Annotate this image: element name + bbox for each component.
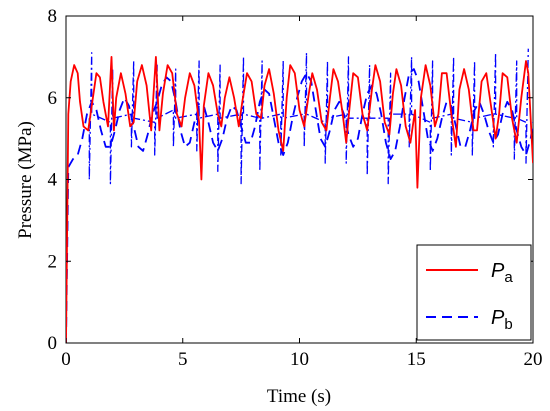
x-axis-label: Time (s) [267,386,331,407]
legend-box [416,244,532,341]
y-axis-label: Pressure (MPa) [15,121,36,239]
y-tick-label: 0 [48,333,58,354]
y-tick-label: 4 [48,170,58,191]
y-tick-label: 8 [48,6,58,27]
x-tick-label: 10 [290,349,309,370]
y-tick-label: 6 [48,88,58,109]
y-tick-label: 2 [48,251,58,272]
x-tick-label: 0 [61,349,71,370]
series-group [66,48,533,343]
x-tick-label: 5 [178,349,188,370]
y-axis: 0 2 4 6 8 [48,6,533,354]
series-line-0 [66,56,533,343]
legend: Pa Pb [416,244,532,341]
x-tick-label: 20 [524,349,543,370]
legend-label-pb: Pb [491,307,513,333]
plot-area [65,15,534,344]
x-axis: 0 5 10 15 20 [61,16,543,370]
legend-label-pa: Pa [491,260,513,286]
x-tick-label: 15 [407,349,426,370]
